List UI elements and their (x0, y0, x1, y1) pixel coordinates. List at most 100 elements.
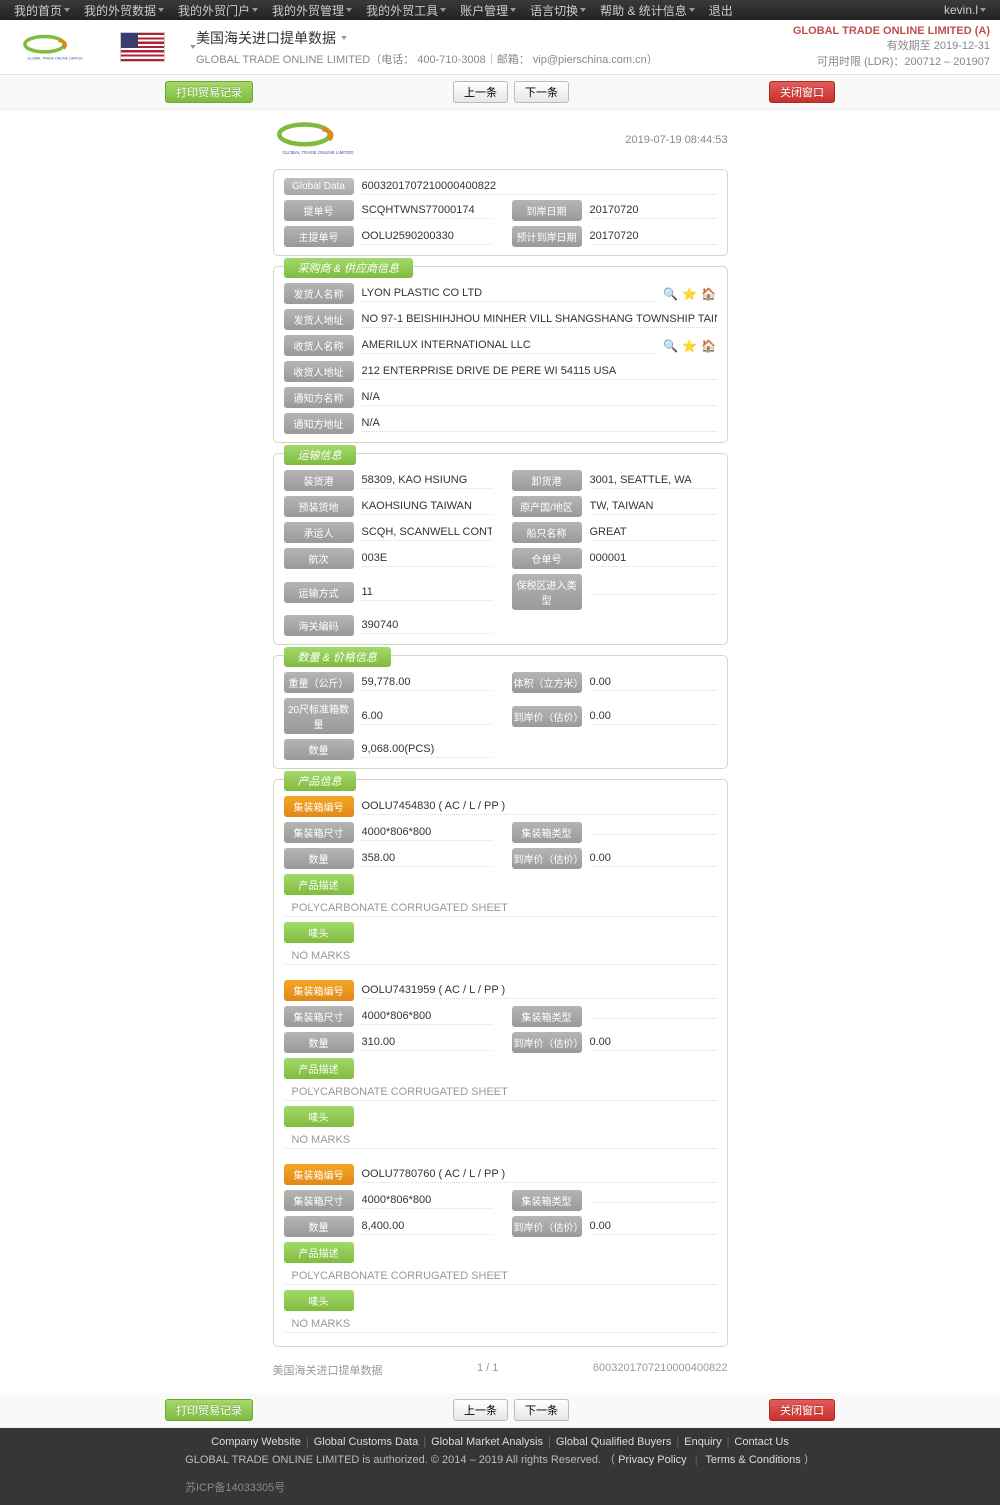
close-button[interactable]: 关闭窗口 (769, 81, 835, 103)
nav-item[interactable]: 我的外贸门户 (172, 2, 264, 19)
home-icon[interactable]: 🏠 (701, 338, 717, 354)
footer-link[interactable]: Global Customs Data (314, 1436, 419, 1448)
account-info: GLOBAL TRADE ONLINE LIMITED (A) 有效期至 201… (793, 25, 990, 69)
value (590, 590, 717, 595)
value-desc: POLYCARBONATE CORRUGATED SHEET (284, 900, 717, 917)
label: 集装箱尺寸 (284, 1006, 354, 1027)
footer-link[interactable]: Global Market Analysis (431, 1436, 543, 1448)
user-menu[interactable]: kevin.l (938, 3, 992, 17)
label-consignee-addr: 收货人地址 (284, 361, 354, 382)
caret-icon (980, 8, 986, 12)
section-transport: 运输信息 装货港 58309, KAO HSIUNG 卸货港 3001, SEA… (273, 453, 728, 645)
topbar-right: kevin.l (938, 0, 992, 20)
caret-icon (689, 8, 695, 12)
value (590, 1198, 717, 1203)
value (590, 1014, 717, 1019)
label: 运输方式 (284, 582, 354, 603)
label-master: 主提单号 (284, 226, 354, 247)
footer-link[interactable]: Company Website (211, 1436, 301, 1448)
topbar-left: 我的首页我的外贸数据我的外贸门户我的外贸管理我的外贸工具账户管理语言切换帮助 &… (8, 0, 739, 20)
value: 59,778.00 (362, 674, 492, 691)
caret-icon[interactable] (341, 36, 347, 40)
usage-range: 可用时限 (LDR)：200712 – 201907 (793, 53, 990, 69)
star-icon[interactable]: ⭐ (682, 338, 698, 354)
nav-item[interactable]: 语言切换 (524, 2, 592, 19)
expiry-date: 有效期至 2019-12-31 (793, 37, 990, 53)
label: 到岸价（估价） (512, 706, 582, 727)
label: 体积（立方米） (512, 672, 582, 693)
caret-icon (252, 8, 258, 12)
footer-link[interactable]: Global Qualified Buyers (556, 1436, 672, 1448)
value: 11 (362, 584, 492, 601)
nav-item[interactable]: 我的外贸管理 (266, 2, 358, 19)
value-container-no: OOLU7431959 ( AC / L / PP ) (362, 982, 717, 999)
section-title: 运输信息 (284, 445, 356, 465)
label: 装货港 (284, 470, 354, 491)
section-products: 产品信息 集装箱编号OOLU7454830 ( AC / L / PP ) 集装… (273, 779, 728, 1347)
print-button[interactable]: 打印贸易记录 (165, 81, 253, 103)
value-globaldata: 6003201707210000400822 (362, 178, 717, 195)
label-marks: 唛头 (284, 1290, 354, 1311)
label: 卸货港 (512, 470, 582, 491)
prev-button[interactable]: 上一条 (453, 81, 508, 103)
search-icon[interactable]: 🔍 (663, 338, 679, 354)
terms-link[interactable]: Terms & Conditions (705, 1454, 800, 1466)
label-bill: 提单号 (284, 200, 354, 221)
toolbar-bottom: 打印贸易记录 上一条 下一条 关闭窗口 (0, 1393, 1000, 1428)
value-shipper-name: LYON PLASTIC CO LTD (362, 285, 658, 302)
value-bill: SCQHTWNS77000174 (362, 202, 492, 219)
label-marks: 唛头 (284, 922, 354, 943)
header-title-block: 美国海关进口提单数据 GLOBAL TRADE ONLINE LIMITED（电… (196, 28, 793, 67)
prev-button[interactable]: 上一条 (453, 1399, 508, 1421)
value-desc: POLYCARBONATE CORRUGATED SHEET (284, 1268, 717, 1285)
footer-link[interactable]: Enquiry (684, 1436, 721, 1448)
value: 0.00 (590, 1218, 717, 1235)
value: TW, TAIWAN (590, 498, 717, 515)
section-title: 数量 & 价格信息 (284, 647, 391, 667)
privacy-link[interactable]: Privacy Policy (618, 1454, 686, 1466)
close-button[interactable]: 关闭窗口 (769, 1399, 835, 1421)
username: kevin.l (944, 3, 978, 17)
caret-icon (510, 8, 516, 12)
account-name: GLOBAL TRADE ONLINE LIMITED (A) (793, 25, 990, 37)
value-consignee-addr: 212 ENTERPRISE DRIVE DE PERE WI 54115 US… (362, 363, 717, 380)
page-footer: 美国海关进口提单数据 1 / 1 6003201707210000400822 (273, 1357, 728, 1383)
nav-item[interactable]: 账户管理 (454, 2, 522, 19)
site-footer: Company Website|Global Customs Data|Glob… (0, 1428, 1000, 1475)
value: 0.00 (590, 674, 717, 691)
label: 到岸价（估价） (512, 848, 582, 869)
next-button[interactable]: 下一条 (514, 81, 569, 103)
timestamp: 2019-07-19 08:44:53 (625, 134, 727, 146)
value: 000001 (590, 550, 717, 567)
icp-bar: 苏ICP备14033305号 (0, 1475, 1000, 1505)
home-icon[interactable]: 🏠 (701, 286, 717, 302)
value: GREAT (590, 524, 717, 541)
value: 4000*806*800 (362, 1008, 492, 1025)
label: 20尺标准箱数量 (284, 698, 354, 734)
label: 集装箱尺寸 (284, 1190, 354, 1211)
nav-item[interactable]: 我的外贸数据 (78, 2, 170, 19)
country-selector[interactable] (100, 32, 196, 62)
footer-link[interactable]: Contact Us (734, 1436, 788, 1448)
company-contact: GLOBAL TRADE ONLINE LIMITED（电话： 400-710-… (196, 51, 793, 67)
label: 原产国/地区 (512, 496, 582, 517)
page-title: 美国海关进口提单数据 (196, 28, 336, 48)
search-icon[interactable]: 🔍 (663, 286, 679, 302)
value-marks: NO MARKS (284, 1132, 717, 1149)
nav-item[interactable]: 我的外贸工具 (360, 2, 452, 19)
footer-source: 美国海关进口提单数据 (273, 1362, 383, 1378)
value: 003E (362, 550, 492, 567)
label: 集装箱尺寸 (284, 822, 354, 843)
star-icon[interactable]: ⭐ (682, 286, 698, 302)
label-globaldata: Global Data (284, 178, 354, 195)
logout-link[interactable]: 退出 (703, 2, 739, 19)
label: 船只名称 (512, 522, 582, 543)
nav-item[interactable]: 我的首页 (8, 2, 76, 19)
label: 数量 (284, 1216, 354, 1237)
logo: GLOBAL TRADE ONLINE LIMITED (10, 30, 100, 65)
next-button[interactable]: 下一条 (514, 1399, 569, 1421)
label-container-no: 集装箱编号 (284, 1164, 354, 1185)
print-button[interactable]: 打印贸易记录 (165, 1399, 253, 1421)
nav-item[interactable]: 帮助 & 统计信息 (594, 2, 701, 19)
copyright: GLOBAL TRADE ONLINE LIMITED is authorize… (185, 1454, 615, 1466)
